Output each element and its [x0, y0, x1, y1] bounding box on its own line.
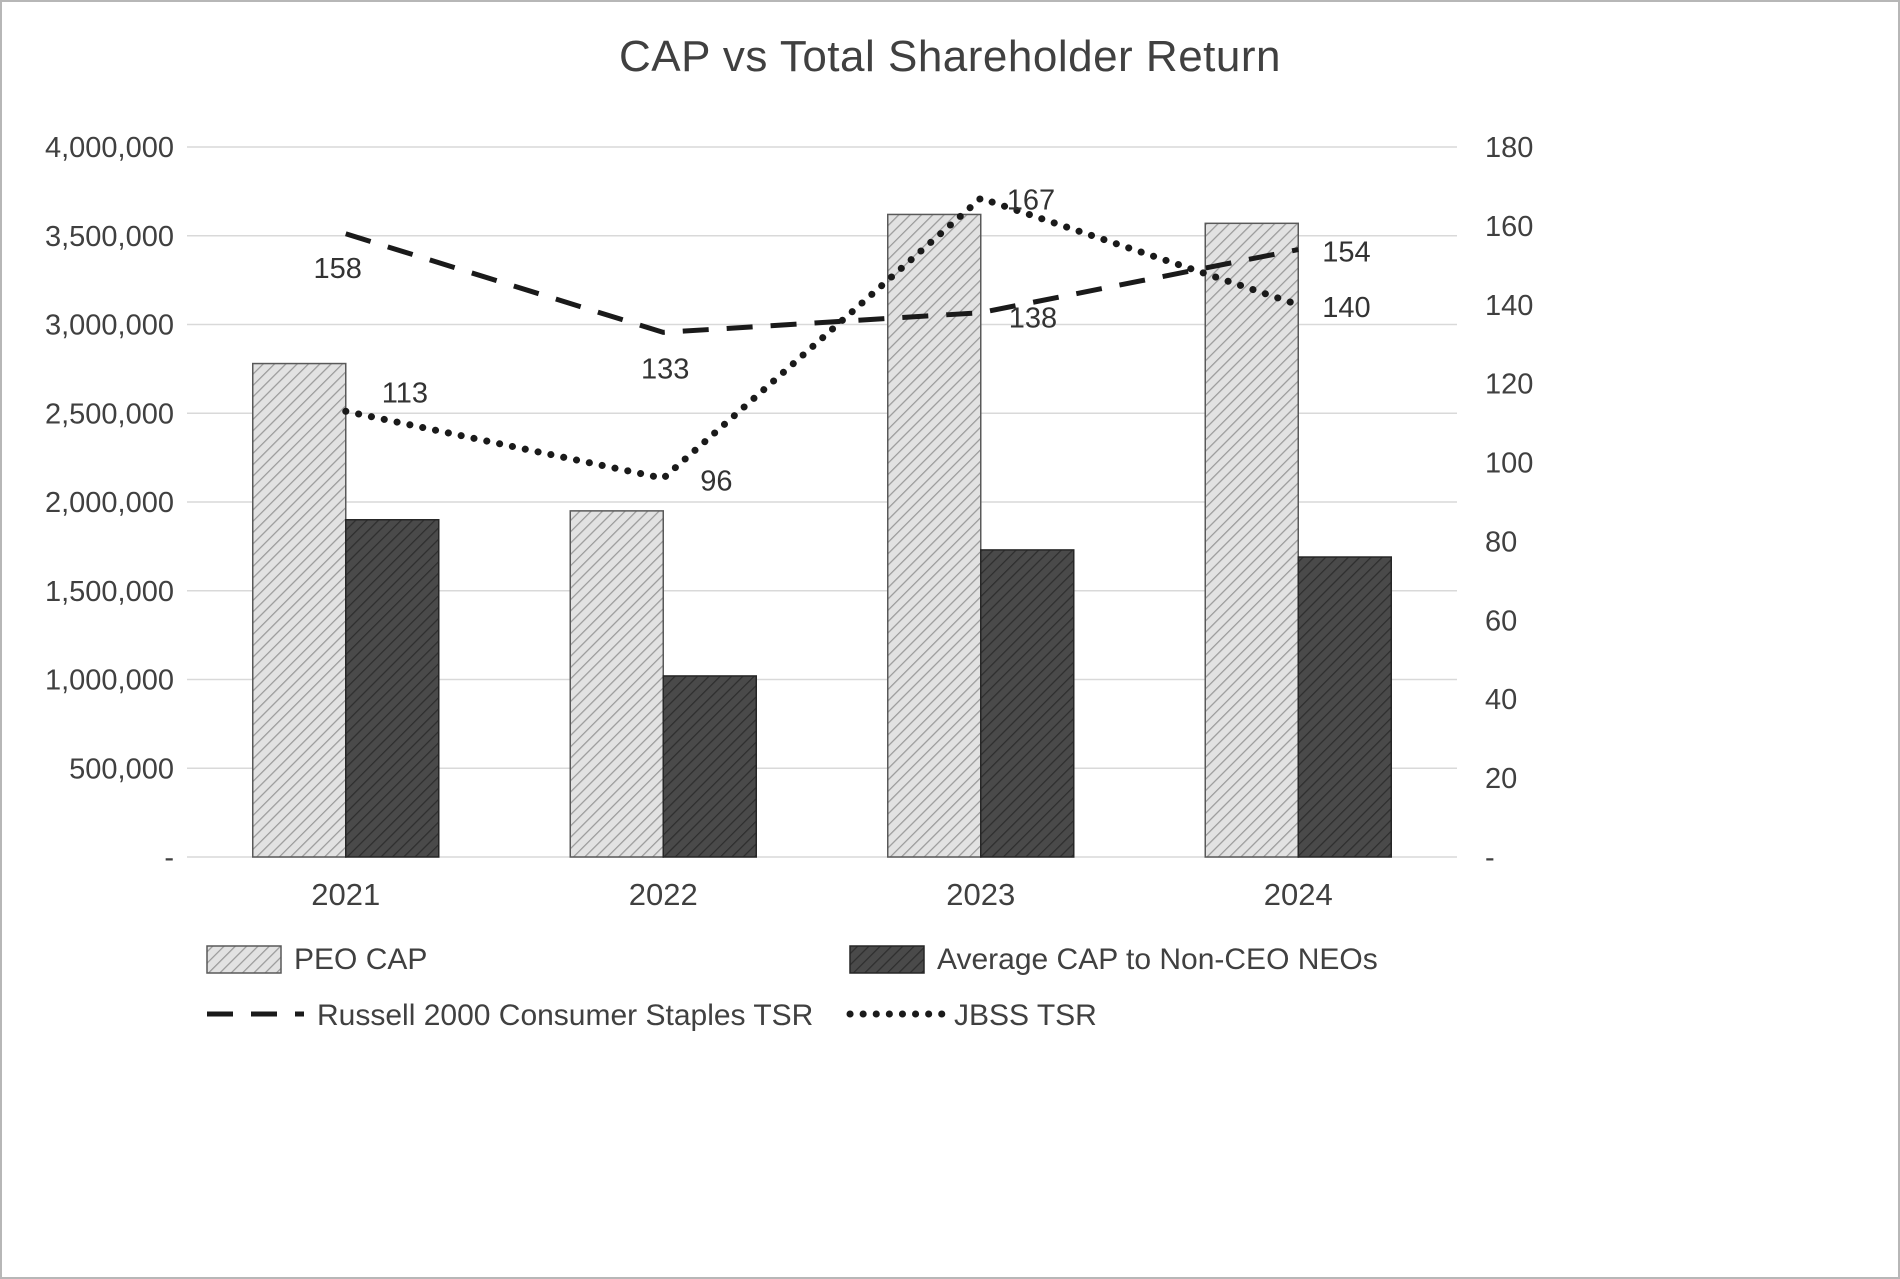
category-label: 2024	[1264, 877, 1333, 912]
right-axis-tick: 180	[1485, 132, 1533, 164]
data-label: 96	[700, 465, 732, 497]
bar-avg-cap-neo-2021	[345, 519, 440, 858]
left-axis-tick: 2,000,000	[45, 487, 174, 519]
legend-label-avg-cap-neo: Average CAP to Non-CEO NEOs	[937, 943, 1378, 976]
chart-title: CAP vs Total Shareholder Return	[618, 32, 1281, 81]
bar-avg-cap-neo-2024	[1297, 556, 1392, 858]
left-axis-tick: 1,000,000	[45, 665, 174, 697]
left-axis-tick: 4,000,000	[45, 132, 174, 164]
right-axis-tick: 20	[1485, 763, 1517, 795]
data-label: 138	[1009, 303, 1057, 335]
category-label: 2023	[946, 877, 1015, 912]
data-label: 140	[1322, 292, 1370, 324]
bar-peo-cap-2023	[887, 213, 982, 858]
legend-label-russell-2000-tsr: Russell 2000 Consumer Staples TSR	[317, 999, 813, 1032]
category-label: 2021	[311, 877, 380, 912]
legend-swatch-peo-cap	[206, 945, 282, 974]
bar-avg-cap-neo-2023	[980, 549, 1075, 858]
line-jbss-tsr	[342, 194, 1302, 483]
legend-label-jbss-tsr: JBSS TSR	[954, 999, 1097, 1032]
right-axis-tick: 80	[1485, 526, 1517, 558]
category-label: 2022	[629, 877, 698, 912]
right-axis-tick: -	[1485, 842, 1495, 874]
data-label: 133	[641, 353, 689, 385]
left-axis-tick: 500,000	[69, 753, 174, 785]
left-axis-tick: 2,500,000	[45, 398, 174, 430]
right-axis-tick: 160	[1485, 211, 1533, 243]
legend-swatch-avg-cap-neo	[849, 945, 925, 974]
bar-avg-cap-neo-2022	[662, 675, 757, 858]
data-label: 167	[1007, 184, 1055, 216]
right-axis-tick: 60	[1485, 605, 1517, 637]
left-axis-tick: 3,500,000	[45, 221, 174, 253]
left-axis-tick: 1,500,000	[45, 576, 174, 608]
bar-peo-cap-2024	[1204, 222, 1299, 858]
right-axis-tick: 140	[1485, 290, 1533, 322]
data-label: 158	[314, 253, 362, 285]
line-russell-2000-tsr	[345, 231, 1299, 335]
bar-peo-cap-2021	[252, 362, 347, 858]
right-axis-tick: 100	[1485, 448, 1533, 480]
bar-peo-cap-2022	[569, 510, 664, 858]
left-axis-tick: 3,000,000	[45, 310, 174, 342]
legend-label-peo-cap: PEO CAP	[294, 943, 427, 976]
data-label: 154	[1322, 237, 1370, 269]
right-axis-tick: 40	[1485, 684, 1517, 716]
left-axis-tick: -	[164, 842, 174, 874]
right-axis-tick: 120	[1485, 369, 1533, 401]
data-label: 113	[382, 377, 428, 409]
